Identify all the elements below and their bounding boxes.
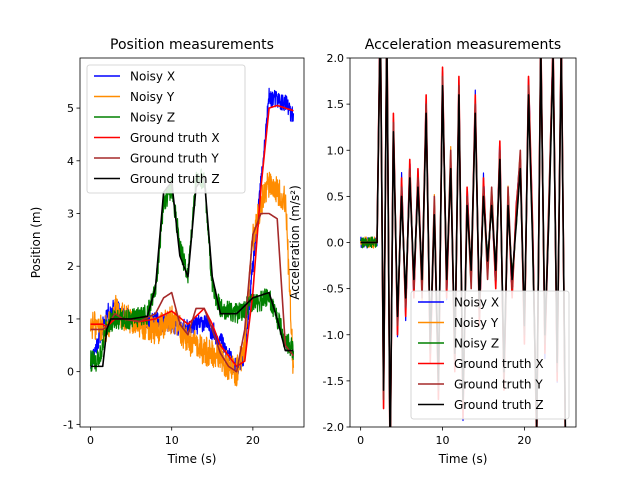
legend-entry: Ground truth Y [130,152,219,166]
y-tick-label: 1 [67,313,74,326]
y-tick-label: 4 [67,155,74,168]
series-line-ground-truth-z [90,175,294,368]
y-tick-label: 0.5 [327,190,345,203]
y-tick-label: 0.0 [327,237,345,250]
legend-entry: Noisy X [454,296,499,310]
y-tick-label: 1.5 [327,98,345,111]
x-axis-label: Time (s) [438,452,488,466]
legend: Noisy X Noisy Y Noisy Z Ground truth X Groun… [410,290,570,420]
y-tick-label: 2.0 [327,52,345,65]
legend-entry: Noisy Z [130,111,175,125]
x-axis-label: Time (s) [167,452,217,466]
chart-title: Acceleration measurements [365,37,561,53]
y-tick-label: -2.0 [323,421,344,434]
legend-entry: Noisy Y [454,316,499,330]
legend-entry: Ground truth Z [130,172,220,186]
acceleration-chart: 0 10 20 -2.0 -1.5 -1.0 -0.5 0.0 0.5 1.0 1.5 2.0 Acce… [288,37,577,466]
y-axis-label: Position (m) [29,207,43,279]
plot-frame [79,57,305,428]
chart-title: Position measurements [110,37,274,53]
y-tick-label: 5 [67,102,74,115]
y-tick-label: -1.0 [323,329,344,342]
y-tick-label: 0 [67,366,74,379]
x-tick-label: 20 [517,434,531,447]
y-tick-label: -1 [63,418,74,431]
y-tick-label: -1.5 [323,375,344,388]
y-tick-label: 2 [67,260,74,273]
y-tick-label: -0.5 [323,283,344,296]
y-axis-label: Acceleration (m/s²) [288,185,302,300]
legend-entry: Noisy Z [454,337,499,351]
legend: Noisy X Noisy Y Noisy Z Ground truth X Groun… [86,64,246,194]
legend-entry: Ground truth X [130,131,220,145]
y-tick-label: 1.0 [327,144,345,157]
x-tick-label: 10 [436,434,450,447]
x-tick-label: 20 [246,434,260,447]
position-chart: 0 10 20 -1 0 1 2 3 4 5 Position measurements Time (… [29,37,305,466]
x-tick-label: 10 [165,434,179,447]
legend-entry: Noisy Y [130,90,175,104]
legend-entry: Noisy X [130,70,175,84]
legend-entry: Ground truth Z [454,398,544,412]
x-tick-label: 0 [357,434,364,447]
y-tick-label: 3 [67,208,74,221]
x-tick-label: 0 [87,434,94,447]
legend-entry: Ground truth Y [454,378,543,392]
legend-entry: Ground truth X [454,357,544,371]
